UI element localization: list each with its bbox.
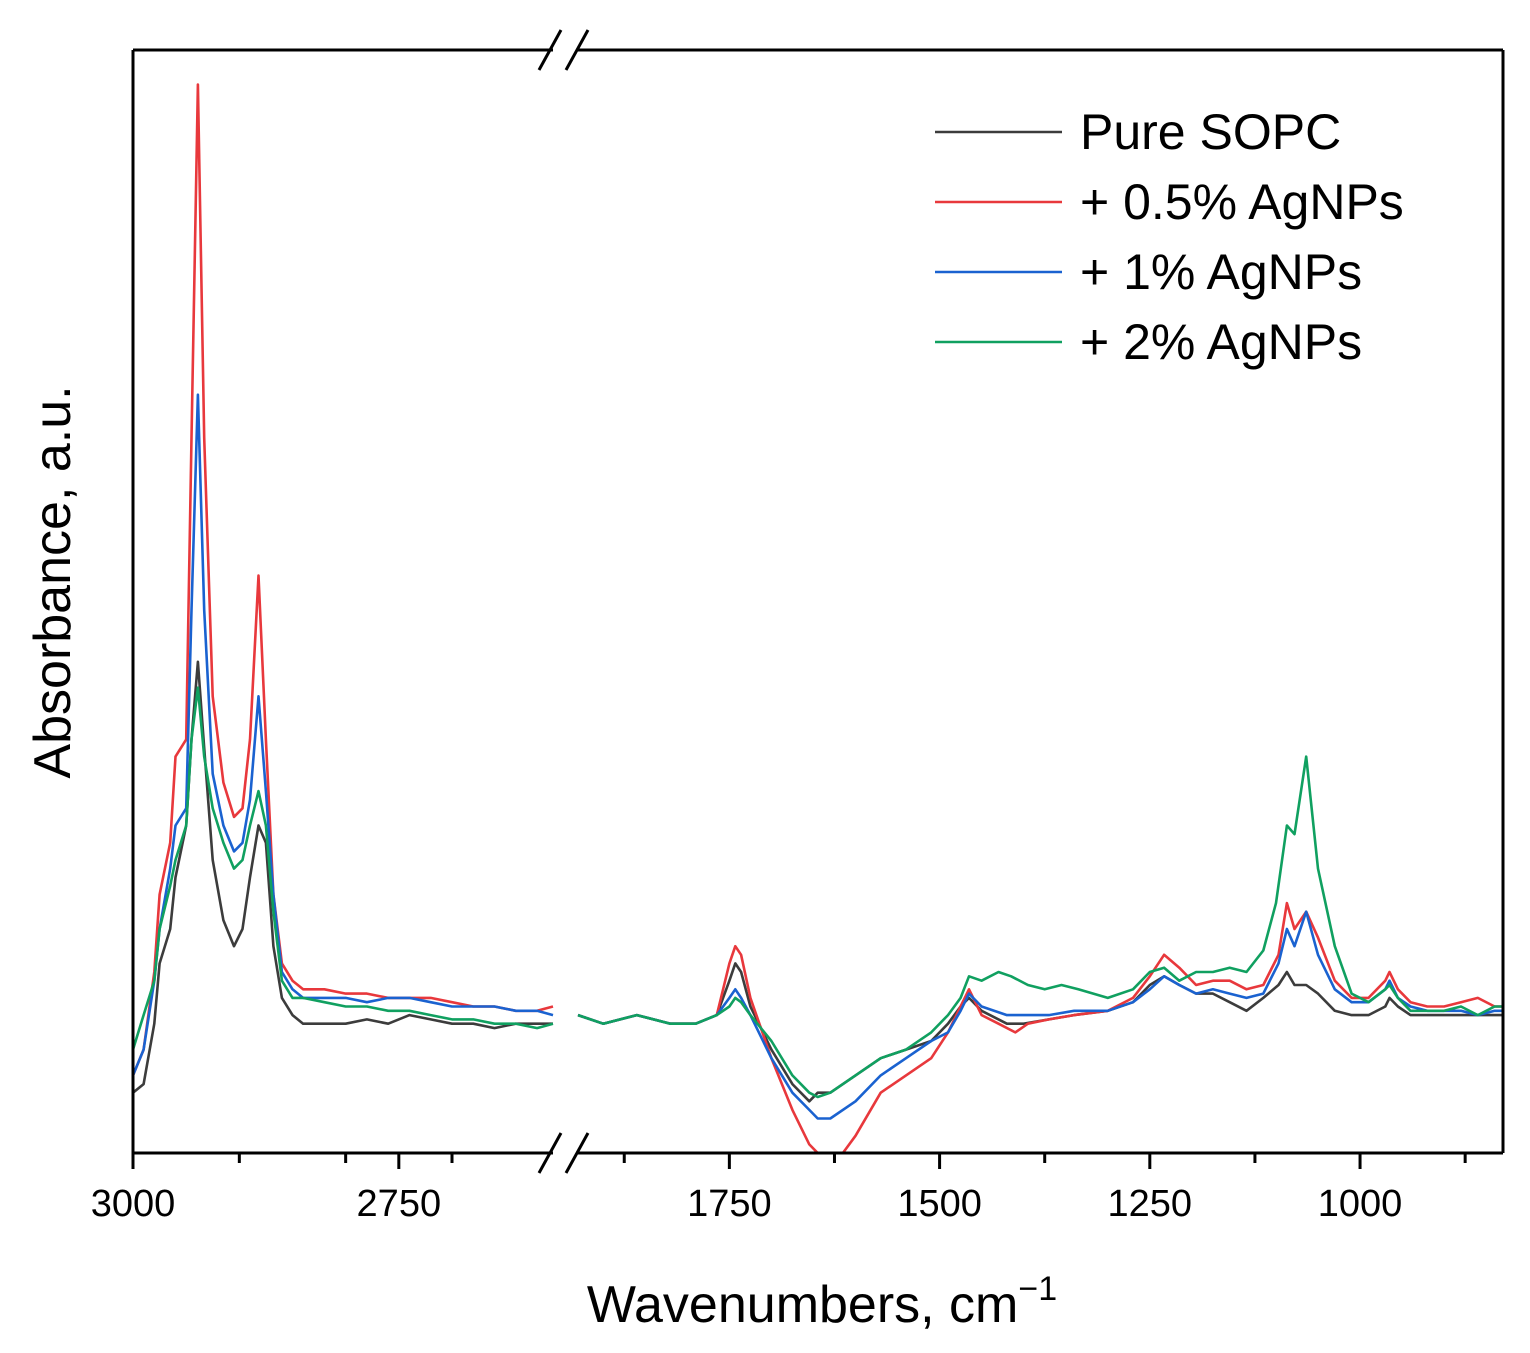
- series-line-2-segment-1: [133, 83, 554, 1076]
- x-tick-label: 1750: [687, 1183, 772, 1225]
- legend: Pure SOPC + 0.5% AgNPs + 1% AgNPs + 2% AgNP…: [935, 104, 1404, 370]
- series-line-1-segment-1: [133, 660, 553, 1094]
- series-1: [133, 660, 1503, 1103]
- series-line-4-segment-1: [133, 686, 554, 1050]
- axis-break-mark-bottom-1: [537, 1132, 563, 1174]
- x-axis-label-text: Wavenumbers, cm: [587, 1276, 1019, 1334]
- plot-frame: [131, 29, 1505, 1174]
- legend-item-3: + 1% AgNPs: [935, 244, 1362, 300]
- series-4: [133, 686, 1503, 1099]
- series-line-1-segment-2: [577, 962, 1503, 1103]
- x-axis-ticks: 3000 2750 1750 1500 1250 1000: [91, 1153, 1467, 1225]
- legend-label: + 2% AgNPs: [1080, 314, 1362, 370]
- series-line-2-segment-2: [577, 901, 1503, 1153]
- legend-item-2: + 0.5% AgNPs: [935, 174, 1404, 230]
- legend-item-1: Pure SOPC: [935, 104, 1341, 160]
- y-axis-label: Absorbance, a.u.: [24, 385, 82, 778]
- x-tick-label: 1500: [897, 1183, 982, 1225]
- axis-break-mark-top-1: [537, 29, 563, 71]
- series-2: [133, 83, 1503, 1153]
- axis-break-mark-bottom-2: [564, 1132, 590, 1174]
- axis-break-mark-top-2: [564, 29, 590, 71]
- legend-label: + 1% AgNPs: [1080, 244, 1362, 300]
- x-tick-label: 3000: [91, 1183, 176, 1225]
- series-line-4-segment-2: [577, 755, 1503, 1099]
- x-axis-label: Wavenumbers, cm−1: [587, 1270, 1057, 1334]
- x-tick-label: 1250: [1108, 1183, 1193, 1225]
- x-axis-label-superscript: −1: [1018, 1270, 1057, 1308]
- x-tick-label: 2750: [357, 1183, 442, 1225]
- series-line-3-segment-1: [133, 393, 554, 1076]
- legend-label: + 0.5% AgNPs: [1080, 174, 1404, 230]
- series-layer: [133, 83, 1503, 1153]
- legend-label: Pure SOPC: [1080, 104, 1341, 160]
- x-tick-label: 1000: [1318, 1183, 1403, 1225]
- series-3: [133, 393, 1503, 1120]
- legend-item-4: + 2% AgNPs: [935, 314, 1362, 370]
